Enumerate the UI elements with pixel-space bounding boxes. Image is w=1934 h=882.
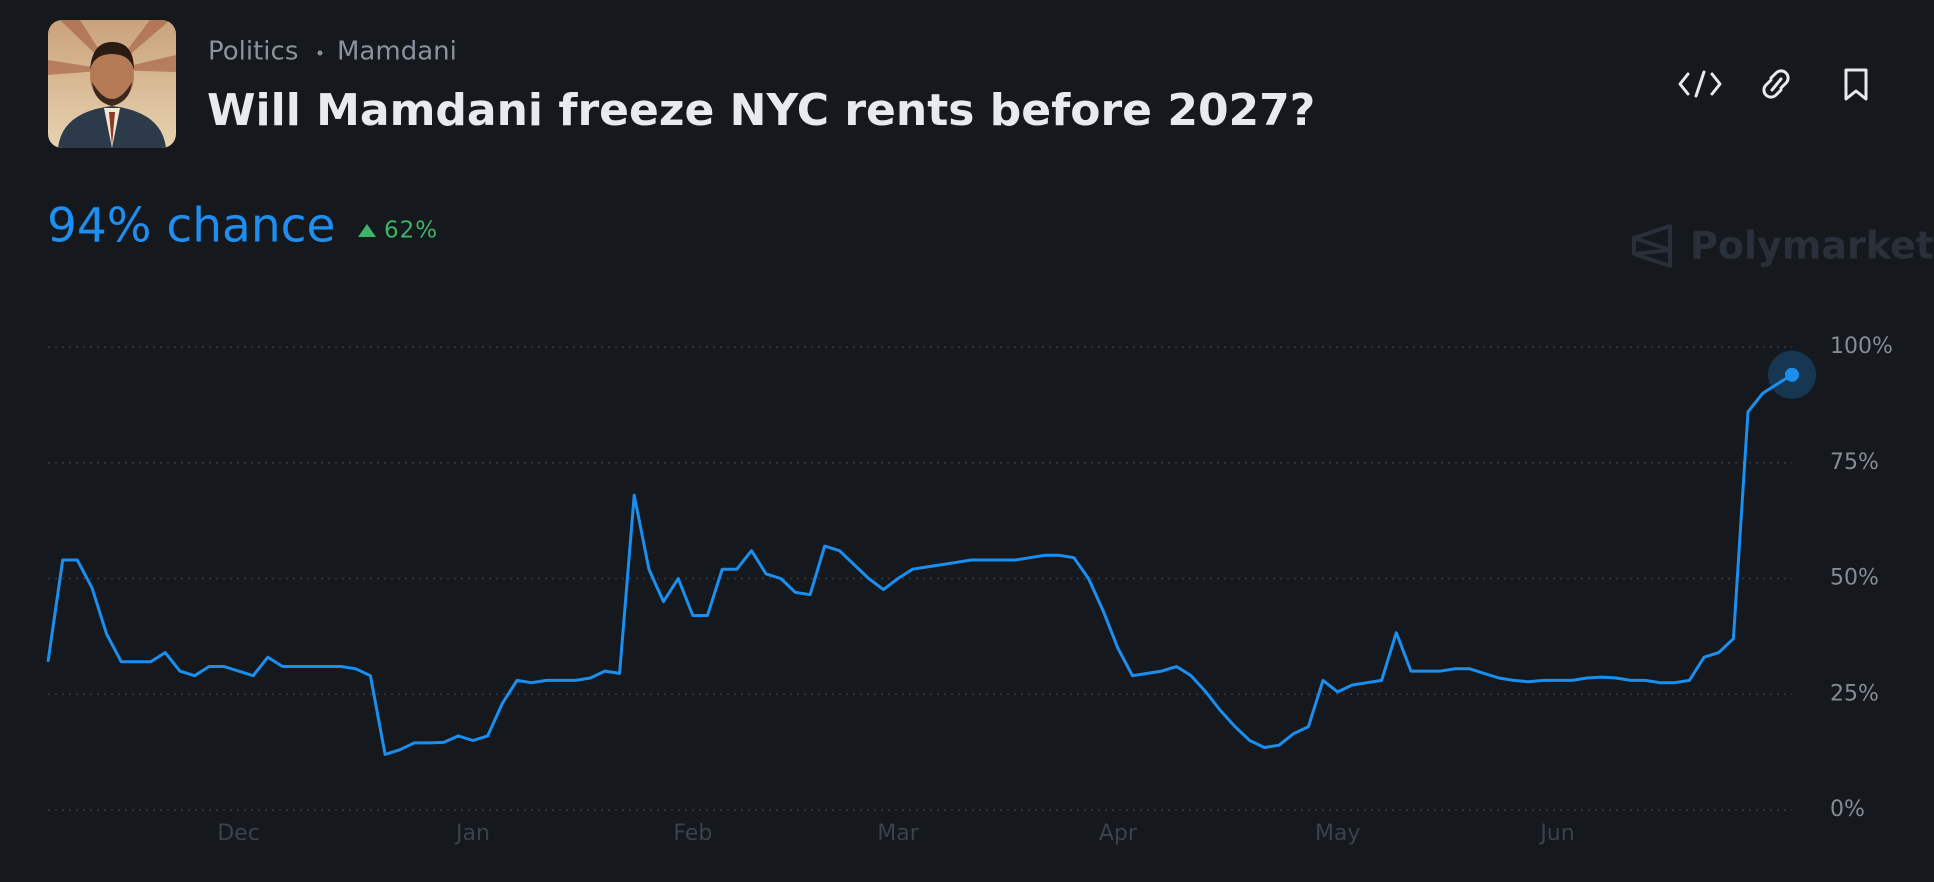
price-line: [46, 373, 1793, 756]
end-dot: [1785, 367, 1799, 382]
y-tick-label: 100%: [1830, 334, 1893, 359]
plot: 0% 25% 50% 75% 100% Dec Jan Feb Mar Apr May Jun: [46, 334, 1893, 846]
y-tick-label: 0%: [1830, 797, 1865, 822]
x-tick-label: May: [1315, 821, 1360, 846]
tag[interactable]: Mamdani: [337, 37, 457, 67]
y-tick-label: 75%: [1830, 450, 1879, 475]
change-arrow: [358, 224, 376, 237]
x-tick-label: Dec: [217, 821, 260, 846]
x-tick-label: Apr: [1099, 821, 1138, 846]
x-tick-label: Jun: [1538, 821, 1574, 846]
brand-logo: [1632, 224, 1672, 268]
y-tick-label: 25%: [1830, 681, 1879, 706]
avatar: [48, 20, 176, 148]
copy-link-button[interactable]: [1762, 69, 1790, 99]
y-tick-label: 50%: [1830, 566, 1879, 591]
x-tick-label: Mar: [877, 821, 919, 846]
x-tick-label: Jan: [454, 821, 490, 846]
embed-button[interactable]: [1678, 70, 1722, 98]
bookmark-button[interactable]: [1844, 68, 1868, 101]
x-tick-label: Feb: [673, 821, 712, 846]
market-title: Will Mamdani freeze NYC rents before 202…: [207, 85, 1315, 136]
category[interactable]: Politics: [208, 37, 298, 67]
change: 62%: [384, 218, 438, 244]
separator-dot: [317, 50, 323, 56]
chance: 94% chance: [47, 199, 335, 254]
brand-name: Polymarket: [1690, 224, 1934, 268]
